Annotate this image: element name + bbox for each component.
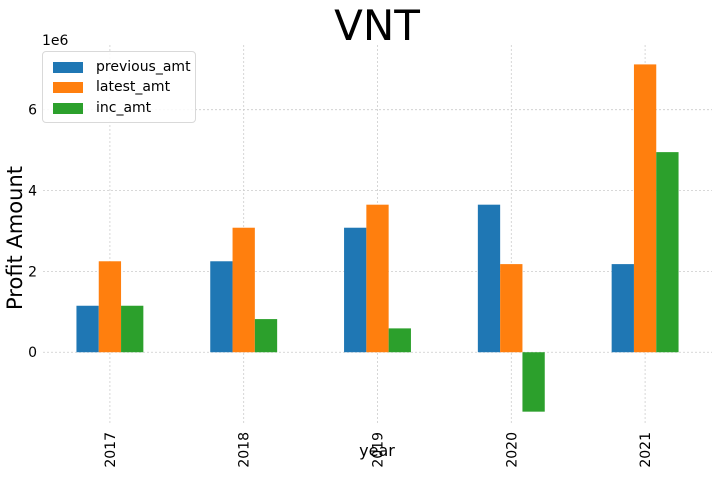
bar-previous-amt-2018 — [210, 261, 233, 353]
bar-inc-amt-2020 — [522, 352, 545, 412]
bar-latest-amt-2020 — [500, 264, 523, 353]
legend-label-inc-amt: inc_amt — [96, 100, 152, 116]
x-tick-label: 2018 — [237, 432, 253, 468]
bar-previous-amt-2017 — [76, 305, 99, 353]
bar-previous-amt-2020 — [477, 204, 501, 353]
legend-swatch-previous-amt — [53, 61, 83, 73]
legend-item-inc-amt: inc_amt — [53, 98, 151, 118]
y-axis-offset-label: 1e6 — [42, 33, 69, 49]
legend-label-previous-amt: previous_amt — [96, 59, 191, 75]
legend-label-latest-amt: latest_amt — [96, 79, 171, 95]
bar-latest-amt-2021 — [633, 64, 657, 353]
x-tick-label: 2017 — [103, 432, 119, 468]
legend-swatch-inc-amt — [53, 102, 83, 114]
y-tick-label: 6 — [28, 103, 37, 119]
legend-swatch-latest-amt — [53, 81, 83, 93]
y-axis-label: Profit Amount — [3, 166, 27, 310]
ticks-layer: 0 2 4 6 2017 2018 2019 2020 2021 — [28, 103, 654, 468]
y-tick-label: 2 — [28, 264, 37, 280]
x-axis-label: year — [359, 441, 395, 460]
legend: previous_amt latest_amt inc_amt — [42, 51, 196, 123]
bar-inc-amt-2019 — [388, 328, 411, 353]
y-tick-label: 4 — [28, 184, 37, 200]
bar-previous-amt-2019 — [344, 227, 367, 353]
bar-latest-amt-2018 — [232, 227, 255, 353]
bar-previous-amt-2021 — [611, 264, 634, 353]
x-tick-label: 2019 — [371, 432, 387, 468]
bar-inc-amt-2017 — [121, 305, 144, 353]
bar-inc-amt-2021 — [656, 152, 679, 353]
bar-latest-amt-2017 — [98, 261, 122, 353]
bar-inc-amt-2018 — [254, 319, 278, 353]
bar-latest-amt-2019 — [366, 204, 389, 353]
legend-item-previous-amt: previous_amt — [53, 57, 191, 77]
legend-item-latest-amt: latest_amt — [53, 77, 170, 97]
x-tick-label: 2020 — [504, 432, 520, 468]
chart-title: VNT — [334, 1, 420, 50]
bars-layer — [76, 64, 679, 412]
y-tick-label: 0 — [28, 345, 37, 361]
x-tick-label: 2021 — [638, 432, 654, 468]
